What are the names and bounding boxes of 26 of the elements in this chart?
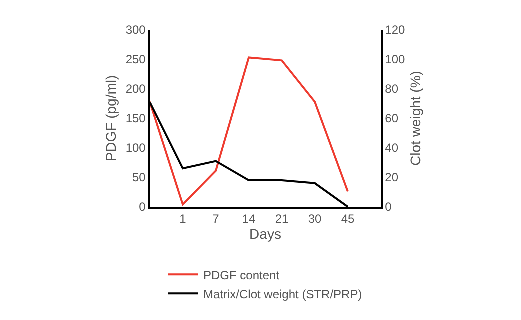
- y-tick-label: 250: [126, 52, 146, 67]
- y2-tick-label: 40: [385, 141, 399, 156]
- x-tick-label: 21: [275, 212, 289, 226]
- y2-tick-label: 120: [385, 23, 406, 38]
- y2-tick-label: 0: [385, 200, 392, 214]
- y2-tick-label: 100: [385, 52, 406, 67]
- y-tick-label: 50: [132, 170, 146, 185]
- y2-tick-label: 80: [385, 82, 399, 96]
- x-tick-label: 7: [212, 212, 220, 226]
- y2-axis-title: Clot weight (%): [407, 71, 424, 166]
- y2-tick-label: 20: [385, 170, 399, 185]
- y2-tick-label: 60: [385, 112, 399, 126]
- line-series: [150, 56, 349, 206]
- y-axis-title: PDGF (pg/ml): [102, 75, 119, 162]
- x-tick-label: 30: [308, 212, 322, 226]
- x-tick-label: 14: [242, 212, 256, 226]
- x-tick-label: 45: [341, 212, 355, 226]
- legend-label: Matrix/Clot weight (STR/PRP): [204, 287, 362, 302]
- y-tick-label: 150: [126, 112, 146, 126]
- legend-label: PDGF content: [204, 268, 280, 282]
- x-tick-label: 1: [180, 212, 187, 226]
- y-tick-label: 100: [126, 141, 146, 156]
- y-tick-label: 200: [126, 82, 146, 96]
- x-axis-title: Days: [250, 226, 282, 242]
- y-tick-label: 0: [139, 200, 146, 214]
- y-tick-label: 300: [126, 23, 146, 38]
